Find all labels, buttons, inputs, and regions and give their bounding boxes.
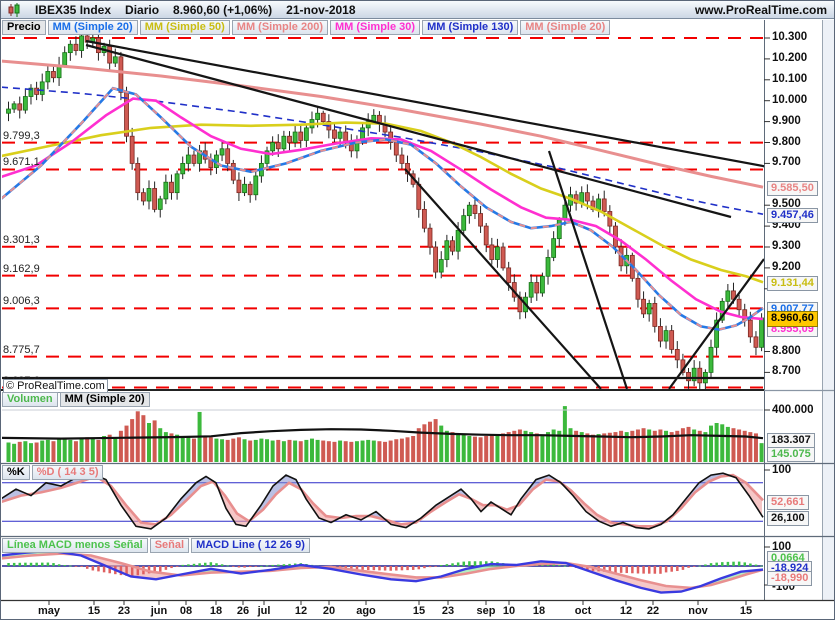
time-axis-label: 18 <box>532 605 546 617</box>
time-axis-label: 15 <box>87 605 101 617</box>
time-axis-label: 15 <box>412 605 426 617</box>
price-axis-tick: 8.800 <box>772 345 801 357</box>
last-price-box: 8.960,60 <box>767 311 818 327</box>
time-axis-label: jun <box>150 605 168 617</box>
price-level-label: 9.799,3 <box>3 130 40 142</box>
price-axis-tick: 8.700 <box>772 365 801 377</box>
time-axis-label: 12 <box>619 605 633 617</box>
macd-plot <box>2 549 764 594</box>
price-axis-tick: 10.000 <box>772 94 808 106</box>
time-axis-label: oct <box>574 605 592 617</box>
time-axis-label: may <box>37 605 61 617</box>
stoch-k-box: 26,100 <box>767 511 809 526</box>
macd-legend-item[interactable]: MACD Line ( 12 26 9) <box>191 538 310 553</box>
time-axis-label: 23 <box>441 605 455 617</box>
stochastic-plot <box>2 472 764 530</box>
quote-date: 21-nov-2018 <box>286 2 356 17</box>
price-legend-item[interactable]: MM (Simple 30) <box>329 20 421 35</box>
last-quote: 8.960,60 (+1,06%) <box>173 3 272 17</box>
macd-axis-top: 100 <box>772 541 792 553</box>
copyright-note: © ProRealTime.com <box>3 379 108 393</box>
ma50-value-box: 9.131,44 <box>767 276 818 291</box>
price-axis-tick: 9.500 <box>772 198 801 210</box>
prorealtime-link[interactable]: www.ProRealTime.com <box>694 2 827 17</box>
time-axis-label: nov <box>688 605 708 617</box>
price-axis-tick: 10.100 <box>772 73 808 85</box>
change-percent: (+1,06%) <box>223 2 273 17</box>
price-legend-item[interactable]: MM (Simple 20) <box>520 20 611 35</box>
time-axis-label: 18 <box>209 605 223 617</box>
stoch-axis-top: 100 <box>772 464 792 476</box>
title-bar: IBEX35 Index Diario 8.960,60 (+1,06%) 21… <box>1 1 834 19</box>
time-axis-label: sep <box>476 605 496 617</box>
volume-ma-box: 183.307 <box>767 433 815 448</box>
macd-legend: Línea MACD menos Señal Señal MACD Line ( 1… <box>2 538 310 553</box>
price-level-label: 8.775,7 <box>3 344 40 356</box>
volume-current-box: 145.075 <box>767 447 815 462</box>
stochastic-legend-item[interactable]: %K <box>2 465 30 480</box>
volume-legend: Volumen MM (Simple 20) <box>2 392 150 407</box>
moving-averages <box>2 59 764 331</box>
support-resistance-lines <box>2 37 763 389</box>
candlestick-icon <box>8 2 20 17</box>
price-axis-tick: 9.300 <box>772 240 801 252</box>
time-axis-label: 22 <box>646 605 660 617</box>
volume-legend-item[interactable]: Volumen <box>2 392 58 407</box>
candlestick-layer <box>6 28 764 390</box>
price-axis-tick: 9.200 <box>772 261 801 273</box>
trendlines <box>2 39 764 390</box>
stoch-d-box: 52,661 <box>767 495 809 510</box>
time-axis-label: 08 <box>179 605 193 617</box>
price-level-label: 9.301,3 <box>3 234 40 246</box>
stochastic-legend: %K %D ( 14 3 5) <box>2 465 104 480</box>
time-axis-label: 23 <box>117 605 131 617</box>
price-axis-tick: 10.200 <box>772 52 808 64</box>
price-legend: Precio MM (Simple 20) MM (Simple 50) MM (Si… <box>2 20 611 35</box>
time-axis-label: ago <box>356 605 376 617</box>
time-axis-label: 20 <box>322 605 336 617</box>
time-axis-label: 26 <box>236 605 250 617</box>
price-axis-tick: 9.800 <box>772 136 801 148</box>
price-legend-item[interactable]: MM (Simple 50) <box>139 20 230 35</box>
price-legend-item[interactable]: MM (Simple 130) <box>422 20 519 35</box>
price-legend-item[interactable]: Precio <box>2 20 46 35</box>
stochastic-legend-item[interactable]: %D ( 14 3 5) <box>31 465 104 480</box>
macd-legend-item[interactable]: Señal <box>149 538 190 553</box>
time-axis-label: jul <box>257 605 271 617</box>
volume-legend-item[interactable]: MM (Simple 20) <box>59 392 150 407</box>
instrument-name: IBEX35 Index <box>35 2 112 17</box>
ma200-value-box: 9.585,50 <box>767 181 818 196</box>
volume-bars <box>2 406 764 462</box>
volume-axis-tick: 400.000 <box>772 404 814 416</box>
volume-ma-line <box>2 428 764 440</box>
macd-signal-box: -18,990 <box>767 571 813 586</box>
price-axis-tick: 9.900 <box>772 115 801 127</box>
price-axis-tick: 9.700 <box>772 156 801 168</box>
price-level-label: 9.671,1 <box>3 156 40 168</box>
time-axis-label: 15 <box>739 605 753 617</box>
macd-legend-item[interactable]: Línea MACD menos Señal <box>2 538 148 553</box>
time-axis-label: 10 <box>502 605 516 617</box>
ma130-value-box: 9.457,46 <box>767 208 818 223</box>
price-axis-tick: 10.300 <box>772 31 808 43</box>
price-legend-item[interactable]: MM (Simple 20) <box>47 20 138 35</box>
price-legend-item[interactable]: MM (Simple 200) <box>231 20 328 35</box>
timeframe-label: Diario <box>125 2 160 17</box>
last-price: 8.960,60 <box>173 2 220 17</box>
time-axis-label: 12 <box>294 605 308 617</box>
price-level-label: 9.006,3 <box>3 295 40 307</box>
price-level-label: 9.162,9 <box>3 263 40 275</box>
